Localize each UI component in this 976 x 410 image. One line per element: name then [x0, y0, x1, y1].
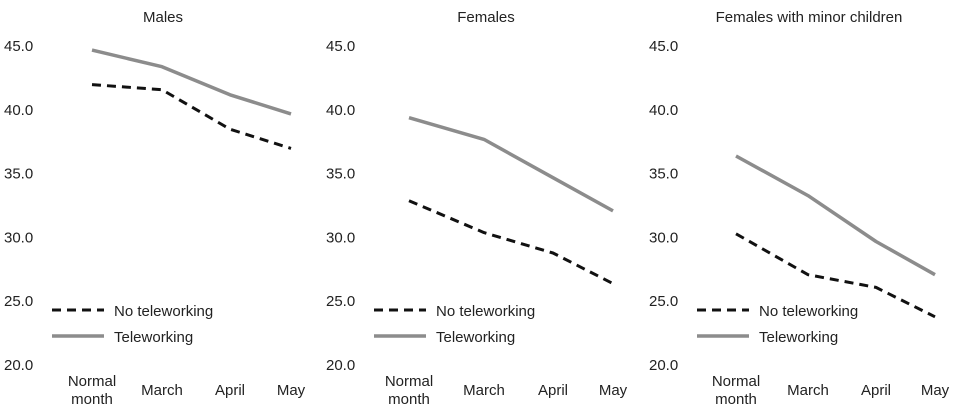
y-tick-label: 45.0	[649, 38, 678, 55]
series-line-teleworking	[408, 116, 614, 213]
y-tick-label: 20.0	[326, 357, 355, 374]
chart-panel-3: Females with minor children 45.0 40.0 35.0 3…	[649, 9, 950, 408]
chart-title: Females	[457, 9, 515, 26]
y-tick-label: 35.0	[649, 166, 678, 183]
y-tick-label: 30.0	[326, 229, 355, 246]
y-tick-label: 25.0	[4, 293, 33, 310]
legend-label: No teleworking	[436, 303, 535, 320]
series-line-no-teleworking	[91, 83, 292, 150]
x-tick-label: May	[599, 382, 628, 399]
x-tick-label: March	[787, 382, 829, 399]
y-tick-label: 30.0	[4, 229, 33, 246]
chart-panel-1: Males 45.0 40.0 35.0 30.0 25.0 20.0 Normal month…	[4, 9, 306, 408]
chart-title: Males	[143, 9, 183, 26]
x-tick-label: Normal month	[385, 373, 433, 408]
x-tick-label: May	[921, 382, 950, 399]
y-tick-label: 40.0	[4, 102, 33, 119]
legend-label: Teleworking	[759, 329, 838, 346]
legend-label: Teleworking	[114, 329, 193, 346]
x-tick-label: April	[861, 382, 891, 399]
series-line-teleworking	[91, 48, 292, 116]
series-line-teleworking	[735, 154, 936, 277]
x-tick-label: May	[277, 382, 306, 399]
y-tick-label: 25.0	[649, 293, 678, 310]
legend-label: No teleworking	[114, 303, 213, 320]
x-tick-label: Normal month	[68, 373, 116, 408]
chart-title: Females with minor children	[716, 9, 903, 26]
legend-label: No teleworking	[759, 303, 858, 320]
y-tick-label: 30.0	[649, 229, 678, 246]
series-line-no-teleworking	[735, 232, 936, 319]
series-line-no-teleworking	[408, 199, 614, 285]
y-tick-label: 20.0	[4, 357, 33, 374]
x-tick-label: March	[463, 382, 505, 399]
x-tick-label: April	[538, 382, 568, 399]
x-tick-label: April	[215, 382, 245, 399]
y-tick-label: 40.0	[326, 102, 355, 119]
y-tick-label: 45.0	[4, 38, 33, 55]
legend-label: Teleworking	[436, 329, 515, 346]
y-tick-label: 35.0	[4, 166, 33, 183]
y-tick-label: 45.0	[326, 38, 355, 55]
y-tick-label: 25.0	[326, 293, 355, 310]
chart-panel-2: Females 45.0 40.0 35.0 30.0 25.0 20.0 Normal mon…	[326, 9, 628, 408]
y-tick-label: 40.0	[649, 102, 678, 119]
y-tick-label: 20.0	[649, 357, 678, 374]
x-tick-label: March	[141, 382, 183, 399]
y-tick-label: 35.0	[326, 166, 355, 183]
x-tick-label: Normal month	[712, 373, 760, 408]
